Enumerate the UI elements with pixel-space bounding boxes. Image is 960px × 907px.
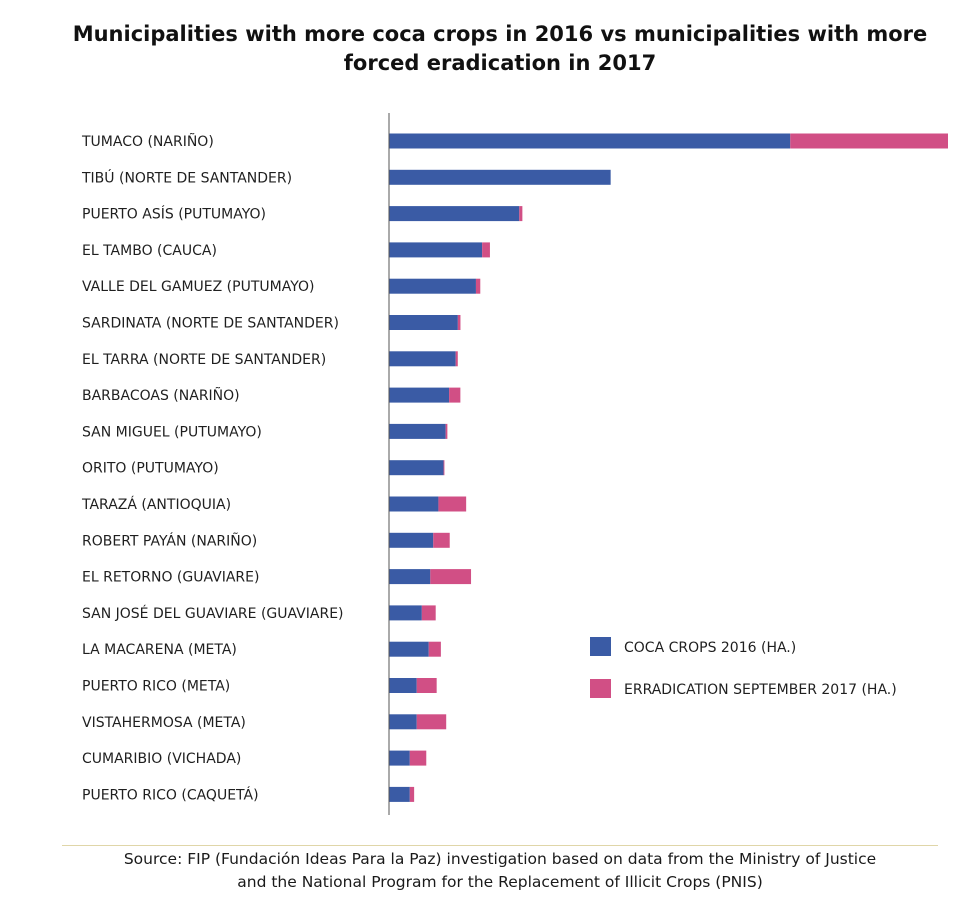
category-label-vistahermosa-meta: VISTAHERMOSA (META) [82,715,246,731]
category-label-cumaribio-vichada: CUMARIBIO (VICHADA) [82,751,241,767]
source-line-2: and the National Program for the Replace… [237,873,763,891]
source-line-1: Source: FIP (Fundación Ideas Para la Paz… [123,850,877,868]
bar-coca-el-retorno-guaviare [389,569,431,585]
bar-eradication-sardinata-norte-de-santander [457,315,461,330]
legend-swatch-eradication [590,679,611,698]
chart-title-line-2: forced eradication in 2017 [343,51,657,75]
bar-coca-la-macarena-meta [389,641,429,657]
category-label-taraza-antioquia: TARAZÁ (ANTIOQUIA) [81,496,231,513]
bar-eradication-barbacoas-narino [449,387,461,403]
bar-coca-barbacoas-narino [389,387,450,403]
bar-eradication-taraza-antioquia [438,496,467,512]
bar-coca-san-miguel-putumayo [389,423,446,439]
category-label-la-macarena-meta: LA MACARENA (META) [82,642,237,658]
bar-eradication-el-retorno-guaviare [430,569,472,585]
bar-eradication-san-jose-del-guaviare-guaviare [421,605,436,621]
bar-coca-puerto-rico-caqueta [389,786,410,802]
bar-coca-vistahermosa-meta [389,714,417,730]
bar-coca-orito-putumayo [389,460,444,476]
bar-coca-tibu-norte-de-santander [389,169,611,185]
bar-coca-sardinata-norte-de-santander [389,315,458,330]
bar-coca-puerto-rico-meta [389,678,417,693]
legend: COCA CROPS 2016 (HA.) ERRADICATION SEPTEM… [590,637,897,698]
legend-swatch-coca [590,637,611,656]
source-divider [62,845,938,846]
category-label-valle-del-gamuez-putumayo: VALLE DEL GAMUEZ (PUTUMAYO) [82,279,314,295]
bar-eradication-tumaco-narino [790,133,948,149]
bar-coca-san-jose-del-guaviare-guaviare [389,605,422,621]
bar-coca-el-tarra-norte-de-santander [389,351,456,367]
bar-eradication-cumaribio-vichada [409,750,427,766]
category-label-el-tarra-norte-de-santander: EL TARRA (NORTE DE SANTANDER) [82,352,326,368]
category-label-puerto-asis-putumayo: PUERTO ASÍS (PUTUMAYO) [82,206,266,223]
category-labels: TUMACO (NARIÑO) TIBÚ (NORTE DE SANTANDER)… [81,133,344,803]
bar-eradication-san-miguel-putumayo [445,423,448,439]
category-label-sardinata-norte-de-santander: SARDINATA (NORTE DE SANTANDER) [82,316,339,332]
category-label-robert-payan-narino: ROBERT PAYÁN (NARIÑO) [82,532,257,549]
bar-eradication-robert-payan-narino [433,532,450,548]
category-label-tibu-norte-de-santander: TIBÚ (NORTE DE SANTANDER) [81,168,292,186]
bar-eradication-puerto-asis-putumayo [519,206,523,222]
bars [389,133,948,802]
category-label-san-jose-del-guaviare-guaviare: SAN JOSÉ DEL GUAVIARE (GUAVIARE) [82,605,344,622]
chart-title-line-1: Municipalities with more coca crops in 2… [72,22,928,46]
category-label-tumaco-narino: TUMACO (NARIÑO) [81,133,214,150]
bar-eradication-puerto-rico-caqueta [409,786,415,802]
bar-eradication-puerto-rico-meta [416,678,437,693]
category-label-puerto-rico-meta: PUERTO RICO (META) [82,679,230,695]
bar-coca-robert-payan-narino [389,532,434,548]
bar-coca-valle-del-gamuez-putumayo [389,278,476,294]
bar-eradication-el-tambo-cauca [482,242,490,258]
category-label-san-miguel-putumayo: SAN MIGUEL (PUTUMAYO) [82,424,262,440]
category-label-barbacoas-narino: BARBACOAS (NARIÑO) [82,387,240,404]
category-label-orito-putumayo: ORITO (PUTUMAYO) [82,461,219,477]
bar-eradication-vistahermosa-meta [416,714,447,730]
bar-coca-el-tambo-cauca [389,242,483,258]
bar-coca-tumaco-narino [389,133,791,149]
legend-label-coca: COCA CROPS 2016 (HA.) [624,640,796,656]
source-note: Source: FIP (Fundación Ideas Para la Paz… [60,848,940,894]
category-label-puerto-rico-caqueta: PUERTO RICO (CAQUETÁ) [82,786,259,803]
bar-coca-taraza-antioquia [389,496,439,512]
chart-title: Municipalities with more coca crops in 2… [40,20,960,78]
bar-coca-cumaribio-vichada [389,750,410,766]
bar-eradication-la-macarena-meta [428,641,441,657]
bar-eradication-el-tarra-norte-de-santander [455,351,458,367]
bar-coca-puerto-asis-putumayo [389,206,520,222]
category-label-el-retorno-guaviare: EL RETORNO (GUAVIARE) [82,570,259,586]
bar-eradication-orito-putumayo [443,460,445,476]
category-label-el-tambo-cauca: EL TAMBO (CAUCA) [82,243,217,259]
bar-eradication-valle-del-gamuez-putumayo [475,278,481,294]
legend-label-eradication: ERRADICATION SEPTEMBER 2017 (HA.) [624,682,897,698]
